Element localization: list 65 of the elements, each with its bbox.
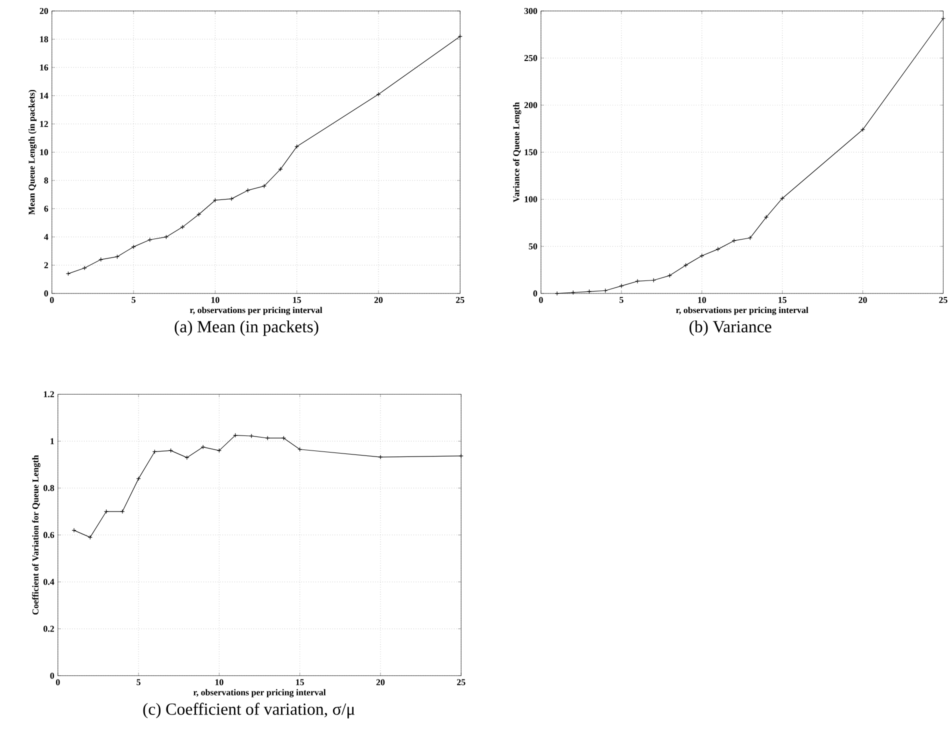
y-tick-label: 16 [40,64,48,71]
x-tick-label: 15 [296,679,304,686]
x-axis-title: r, observations per pricing interval [190,307,322,316]
point [570,290,576,295]
y-tick-label: 100 [524,196,538,203]
point [131,244,136,250]
x-tick-label: 5 [136,679,140,686]
y-tick-label: 300 [524,8,538,14]
point [635,279,640,284]
x-tick-label: 25 [456,297,464,304]
y-tick-label: 6 [44,206,48,212]
point [229,196,234,202]
point [278,167,283,172]
point [732,238,736,244]
y-tick-label: 0 [50,672,54,679]
y-tick-label: 4 [44,234,48,240]
x-tick-label: 5 [132,297,136,304]
x-tick-label: 10 [215,679,224,686]
y-tick-label: 0 [44,290,48,297]
point [716,247,720,252]
text: (a) Mean (in packets) [174,320,318,336]
y-tick-label: 0.2 [44,626,54,632]
text: (c) Coefficient of variation, σ/μ [143,703,355,719]
x-tick-label: 20 [376,679,385,686]
x-tick-label: 0 [56,679,60,686]
x-tick-label: 25 [939,297,948,304]
y-tick-label: 12 [40,121,48,128]
x-axis-title: r, observations per pricing interval [193,689,326,698]
y-tick-label: 1.2 [44,391,54,398]
y-tick-label: 0.6 [44,532,54,538]
y-tick-label: 0.8 [44,485,54,492]
y-tick-label: 10 [40,149,48,156]
point [619,284,624,288]
y-tick-label: 2 [44,262,48,268]
x-tick-label: 15 [293,297,301,304]
y-tick-label: 50 [528,244,538,250]
x-tick-label: 5 [620,297,624,304]
point [184,455,190,460]
y-axis-title: Mean Queue Length (in packets) [28,90,37,215]
point [378,455,383,460]
y-axis-title: Coefficient of Variation for Queue Length [32,455,40,615]
x-tick-label: 0 [539,297,543,304]
x-tick-label: 20 [858,297,867,304]
y-tick-label: 0 [533,290,538,297]
x-tick-label: 10 [211,297,220,304]
y-tick-label: 0.4 [44,579,54,586]
x-axis-title: r, observations per pricing interval [676,307,808,316]
y-tick-label: 1 [50,438,54,444]
y-tick-label: 150 [524,149,538,156]
x-tick-label: 15 [778,297,786,304]
point [164,234,169,240]
y-axis-title: Variance of Queue Length [512,102,522,202]
x-tick-label: 20 [374,297,383,304]
y-tick-label: 250 [524,55,538,62]
x-tick-label: 25 [457,679,466,686]
y-tick-label: 20 [40,8,48,14]
text: (b) Variance [690,320,772,336]
point [136,476,141,482]
y-tick-label: 18 [40,36,48,42]
x-tick-label: 10 [698,297,706,304]
y-tick-label: 200 [524,102,538,108]
y-tick-label: 14 [40,92,48,99]
point [249,434,254,438]
point [376,92,381,97]
y-tick-label: 8 [44,178,48,184]
